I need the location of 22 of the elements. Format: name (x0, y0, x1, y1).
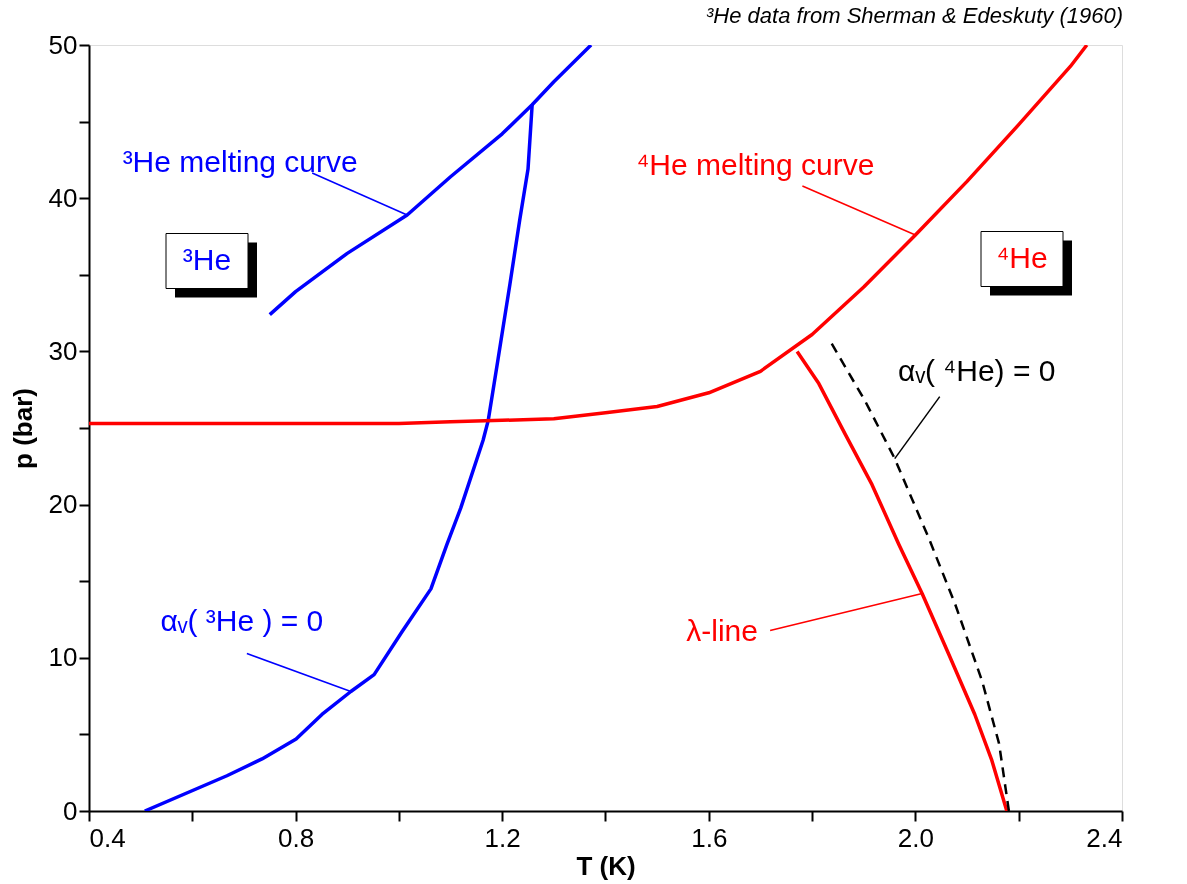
annotation: αᵥ( ⁴He) = 0 (898, 353, 1056, 387)
annotation: ⁴He melting curve (636, 147, 875, 181)
text: ³He data from Sherman & Edeskuty (1960) (706, 3, 1123, 28)
annotation: ⁴He (996, 241, 1048, 274)
annotation: αᵥ( ³He ) = 0 (160, 603, 324, 637)
x-tick-label: 2.0 (897, 822, 934, 853)
x-axis-title: T (K) (576, 850, 636, 881)
annotation: λ-line (686, 614, 758, 648)
y-tick-label: 0 (63, 795, 78, 826)
x-tick-label: 0.4 (89, 822, 126, 853)
y-tick-label: 30 (48, 335, 78, 366)
y-tick-label: 50 (48, 29, 78, 60)
x-tick-label: 1.6 (691, 822, 728, 853)
x-tick-label: 2.4 (1086, 822, 1123, 853)
y-tick-label: 40 (48, 182, 78, 213)
y-tick-label: 10 (48, 642, 78, 673)
y-axis-title: p (bar) (7, 388, 38, 469)
annotation: ³He melting curve (122, 145, 358, 179)
x-tick-label: 1.2 (484, 822, 521, 853)
annotation: ³He (182, 243, 232, 276)
y-tick-label: 20 (48, 489, 78, 520)
x-tick-label: 0.8 (278, 822, 315, 853)
